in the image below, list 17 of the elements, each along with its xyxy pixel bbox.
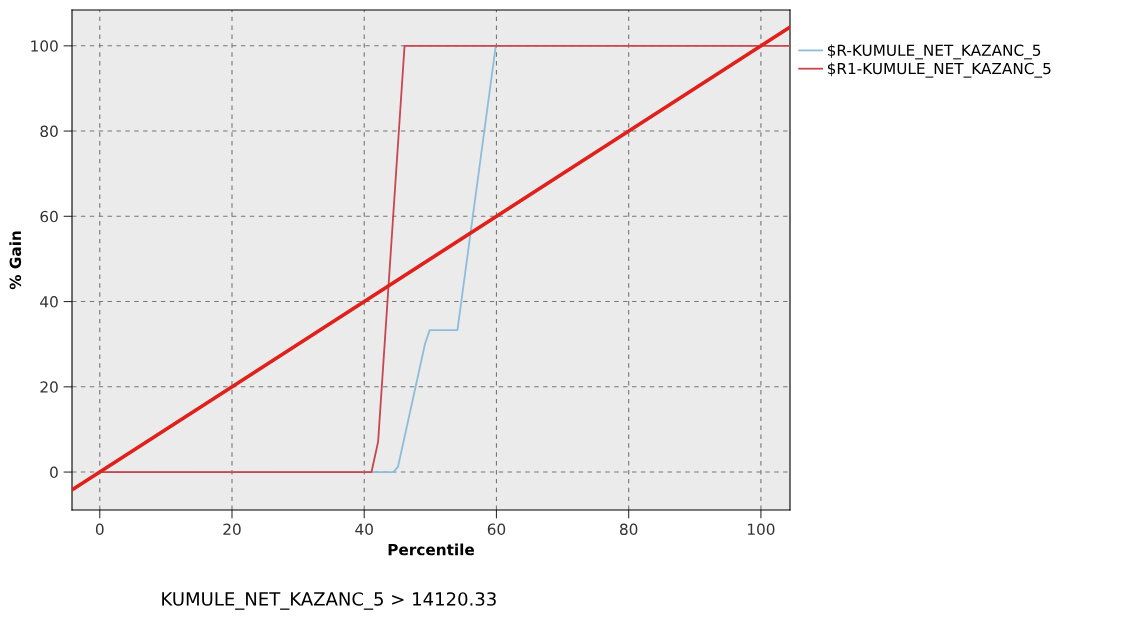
legend-label: $R-KUMULE_NET_KAZANC_5 — [827, 44, 1041, 60]
y-axis-title: % Gain — [9, 231, 22, 290]
x-axis-title: Percentile — [388, 543, 475, 556]
y-tick-label: 60 — [40, 210, 58, 223]
y-tick-label: 0 — [50, 466, 58, 479]
text: KUMULE_NET_KAZANC_5 > 14120.33 — [162, 592, 496, 610]
x-tick-label: 60 — [487, 523, 506, 536]
x-tick-label: 20 — [223, 523, 241, 536]
y-tick-label: 20 — [40, 381, 58, 393]
y-tick-label: 80 — [40, 125, 58, 138]
y-tick-label: 40 — [40, 296, 58, 308]
x-tick-label: 0 — [95, 523, 104, 536]
legend-label: $R1-KUMULE_NET_KAZANC_5 — [827, 62, 1051, 78]
x-tick-label: 80 — [620, 523, 638, 536]
y-tick-label: 100 — [31, 40, 58, 52]
x-tick-label: 100 — [748, 523, 775, 536]
x-tick-label: 40 — [355, 523, 373, 536]
